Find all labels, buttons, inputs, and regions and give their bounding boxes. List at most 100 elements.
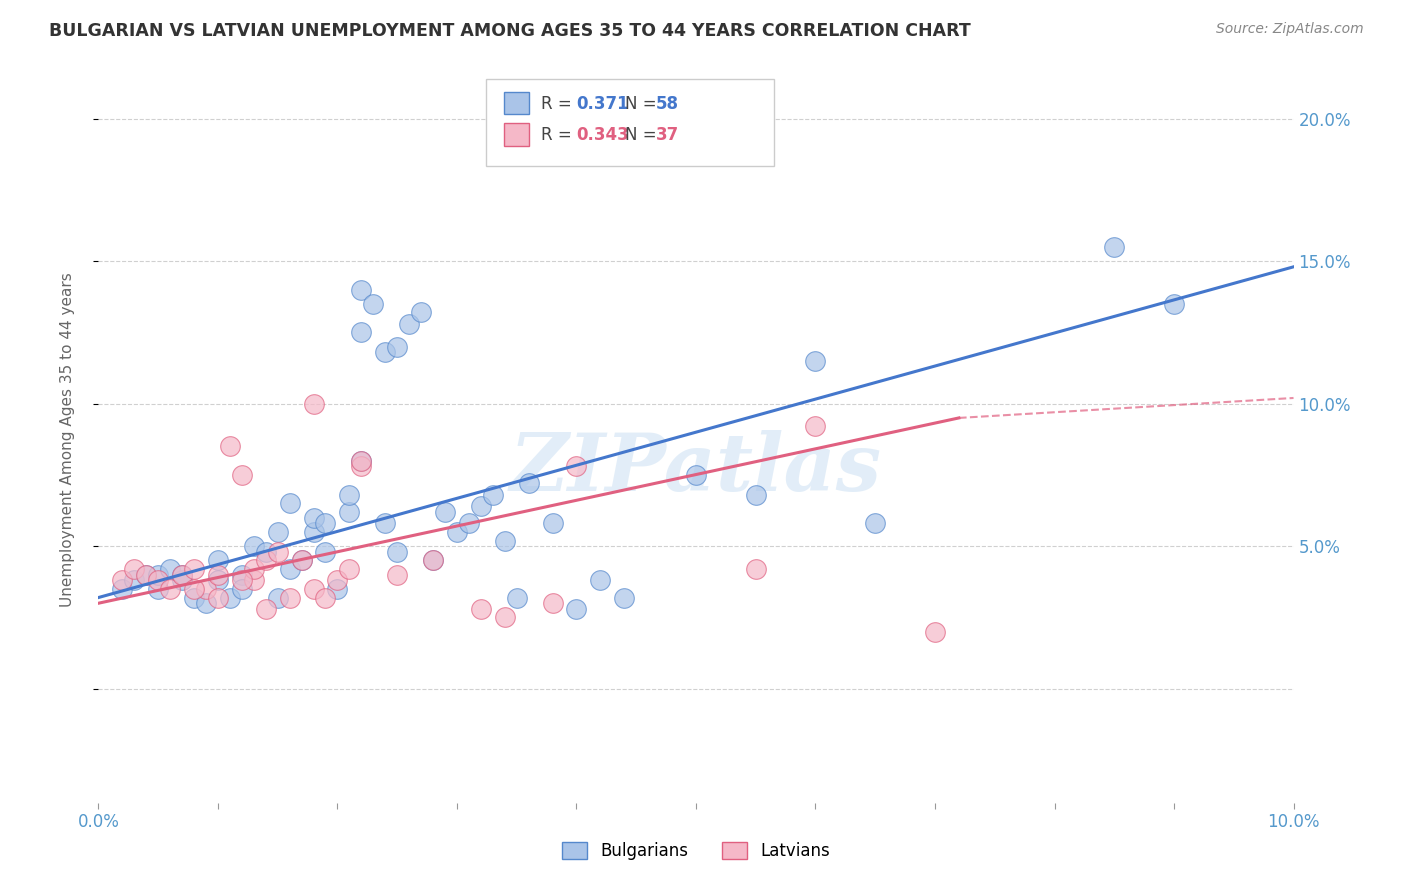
Point	[148, 582, 170, 596]
Point	[446, 524, 468, 539]
Point	[924, 624, 946, 639]
Point	[183, 562, 205, 576]
Point	[195, 596, 218, 610]
Point	[135, 567, 157, 582]
Point	[219, 591, 242, 605]
Point	[326, 582, 349, 596]
Point	[183, 582, 205, 596]
Point	[111, 582, 134, 596]
Point	[267, 545, 290, 559]
Point	[374, 516, 396, 531]
Point	[278, 562, 301, 576]
Point	[315, 591, 337, 605]
Point	[745, 488, 768, 502]
Point	[385, 340, 409, 354]
Point	[326, 574, 349, 588]
Point	[398, 317, 420, 331]
Point	[804, 419, 827, 434]
Point	[494, 610, 516, 624]
Point	[231, 567, 253, 582]
Point	[195, 582, 218, 596]
Text: R =: R =	[541, 126, 576, 144]
Point	[243, 539, 266, 553]
Y-axis label: Unemployment Among Ages 35 to 44 years: Unemployment Among Ages 35 to 44 years	[60, 272, 75, 607]
Point	[494, 533, 516, 548]
Point	[254, 602, 277, 616]
Point	[254, 553, 277, 567]
Point	[517, 476, 540, 491]
Point	[148, 567, 170, 582]
Point	[541, 516, 564, 531]
Point	[374, 345, 396, 359]
Point	[302, 397, 325, 411]
Point	[589, 574, 612, 588]
Point	[231, 582, 253, 596]
Point	[339, 488, 361, 502]
Point	[385, 545, 409, 559]
Point	[470, 602, 492, 616]
Point	[339, 505, 361, 519]
Text: ZIPatlas: ZIPatlas	[510, 430, 882, 508]
Point	[865, 516, 887, 531]
Point	[458, 516, 481, 531]
Point	[207, 553, 229, 567]
Point	[1104, 240, 1126, 254]
Point	[363, 297, 385, 311]
Point	[315, 516, 337, 531]
Point	[804, 354, 827, 368]
Point	[243, 562, 266, 576]
Point	[111, 574, 134, 588]
Point	[434, 505, 457, 519]
Point	[148, 574, 170, 588]
Point	[207, 591, 229, 605]
Text: N =: N =	[626, 126, 662, 144]
Point	[506, 591, 529, 605]
Point	[207, 567, 229, 582]
Point	[291, 553, 314, 567]
Text: 0.343: 0.343	[576, 126, 628, 144]
Point	[135, 567, 157, 582]
Point	[745, 562, 768, 576]
Point	[422, 553, 444, 567]
Point	[350, 453, 373, 467]
Point	[231, 574, 253, 588]
Point	[207, 574, 229, 588]
Point	[159, 582, 181, 596]
Point	[172, 574, 194, 588]
Point	[124, 562, 146, 576]
Point	[278, 496, 301, 510]
Point	[613, 591, 636, 605]
Legend: Bulgarians, Latvians: Bulgarians, Latvians	[555, 836, 837, 867]
Text: N =: N =	[626, 95, 662, 112]
Point	[350, 326, 373, 340]
Point	[254, 545, 277, 559]
Point	[350, 459, 373, 474]
Point	[482, 488, 505, 502]
Point	[172, 567, 194, 582]
Point	[541, 596, 564, 610]
Point	[267, 524, 290, 539]
Point	[302, 582, 325, 596]
Point	[350, 283, 373, 297]
Text: 58: 58	[657, 95, 679, 112]
Point	[565, 459, 588, 474]
Point	[685, 467, 707, 482]
Point	[422, 553, 444, 567]
Text: BULGARIAN VS LATVIAN UNEMPLOYMENT AMONG AGES 35 TO 44 YEARS CORRELATION CHART: BULGARIAN VS LATVIAN UNEMPLOYMENT AMONG …	[49, 22, 972, 40]
Point	[231, 467, 253, 482]
Point	[124, 574, 146, 588]
Point	[350, 453, 373, 467]
Point	[172, 567, 194, 582]
Point	[183, 591, 205, 605]
Point	[278, 591, 301, 605]
Text: R =: R =	[541, 95, 576, 112]
Point	[291, 553, 314, 567]
Point	[267, 591, 290, 605]
Point	[302, 524, 325, 539]
Point	[1163, 297, 1185, 311]
Point	[302, 510, 325, 524]
Point	[385, 567, 409, 582]
Point	[243, 574, 266, 588]
Point	[339, 562, 361, 576]
Point	[411, 305, 433, 319]
